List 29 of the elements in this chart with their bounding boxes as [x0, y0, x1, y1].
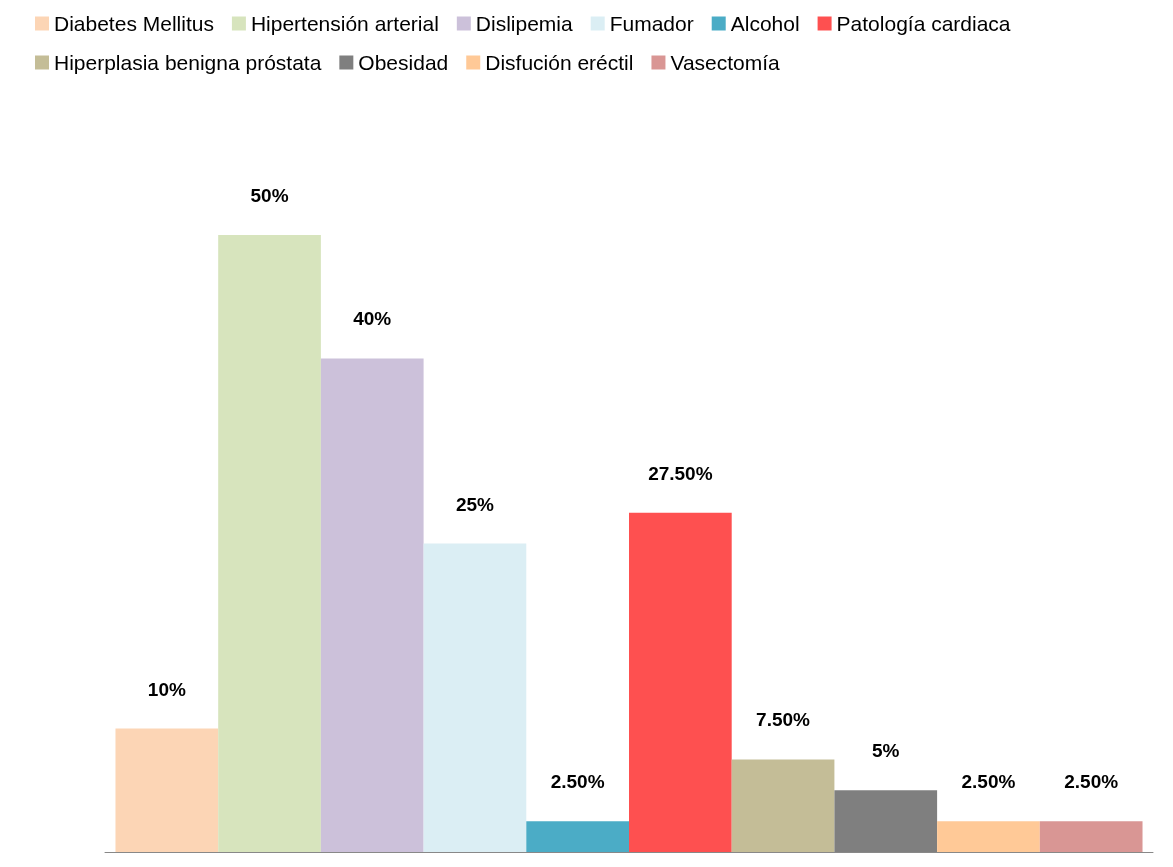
legend-label: Diabetes Mellitus	[54, 12, 214, 35]
data-label: 5%	[872, 740, 900, 762]
data-label: 50%	[250, 185, 289, 206]
legend-label: Vasectomía	[670, 51, 781, 74]
bar	[629, 512, 732, 852]
data-label: 10%	[147, 678, 186, 700]
data-label: 2.50%	[961, 771, 1016, 793]
data-label: 2.50%	[1064, 771, 1119, 793]
bar	[115, 728, 219, 852]
legend-label: Fumador	[609, 12, 694, 35]
bar	[1039, 821, 1143, 852]
bar	[320, 358, 424, 852]
bar	[423, 543, 527, 852]
data-label: 27.50%	[648, 462, 713, 484]
legend-label: Hiperplasia benigna próstata	[54, 51, 322, 74]
bar	[526, 821, 629, 852]
bar	[937, 821, 1040, 852]
bar	[731, 759, 835, 852]
legend-label: Alcohol	[730, 12, 800, 35]
data-label: 25%	[455, 493, 495, 515]
data-label: 7.50%	[756, 709, 811, 731]
legend-label: Hipertensión arterial	[250, 12, 439, 35]
bar	[218, 235, 321, 852]
legend-label: Obesidad	[358, 51, 449, 74]
legend-label: Disfución eréctil	[485, 51, 634, 74]
data-label: 2.50%	[550, 771, 605, 793]
legend-label: Patología cardiaca	[836, 12, 1011, 35]
data-label: 40%	[353, 308, 392, 330]
legend-label: Dislipemia	[475, 12, 573, 35]
